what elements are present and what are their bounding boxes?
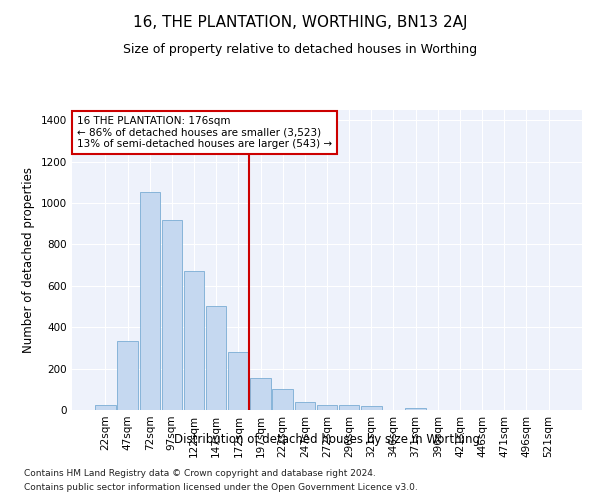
Bar — [95, 406, 116, 410]
Bar — [272, 388, 293, 410]
Bar — [295, 402, 315, 410]
Text: Size of property relative to detached houses in Worthing: Size of property relative to detached ho… — [123, 42, 477, 56]
Bar — [206, 306, 226, 410]
Bar — [118, 340, 138, 410]
Text: Contains HM Land Registry data © Crown copyright and database right 2024.: Contains HM Land Registry data © Crown c… — [24, 468, 376, 477]
Y-axis label: Number of detached properties: Number of detached properties — [22, 167, 35, 353]
Bar — [184, 272, 204, 410]
Text: Distribution of detached houses by size in Worthing: Distribution of detached houses by size … — [174, 432, 480, 446]
Bar — [317, 405, 337, 410]
Text: 16, THE PLANTATION, WORTHING, BN13 2AJ: 16, THE PLANTATION, WORTHING, BN13 2AJ — [133, 15, 467, 30]
Bar — [339, 405, 359, 410]
Text: Contains public sector information licensed under the Open Government Licence v3: Contains public sector information licen… — [24, 484, 418, 492]
Bar — [228, 352, 248, 410]
Bar — [250, 378, 271, 410]
Bar — [361, 406, 382, 410]
Text: 16 THE PLANTATION: 176sqm
← 86% of detached houses are smaller (3,523)
13% of se: 16 THE PLANTATION: 176sqm ← 86% of detac… — [77, 116, 332, 149]
Bar — [406, 408, 426, 410]
Bar — [140, 192, 160, 410]
Bar — [161, 220, 182, 410]
